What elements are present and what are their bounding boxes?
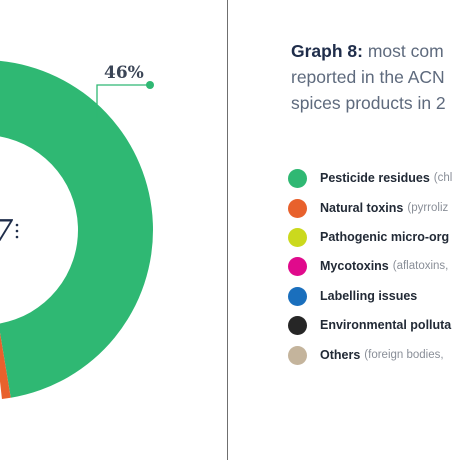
legend-item-natural-toxins: Natural toxins (pyrroliz — [288, 198, 448, 218]
legend-item-labelling-issues: Labelling issues — [288, 286, 421, 306]
title-line-3: spices products in 2 — [291, 93, 446, 113]
legend-label: Labelling issues — [320, 289, 418, 303]
center-value-label: 7 — [0, 214, 14, 249]
center-dotted-mark — [15, 223, 19, 239]
legend-label: Pathogenic micro-org — [320, 230, 450, 244]
legend-item-mycotoxins: Mycotoxins (aflatoxins, — [288, 256, 448, 276]
legend-item-environmental: Environmental polluta — [288, 315, 455, 335]
pesticide-percentage-label: 46% — [104, 63, 144, 83]
legend-label: Others — [320, 348, 361, 362]
legend-detail: (chl — [433, 172, 453, 184]
legend-label: Natural toxins — [320, 201, 404, 215]
title-line-1: Graph 8: most com — [291, 38, 460, 64]
magenta-circle-icon — [288, 256, 307, 276]
legend-item-pathogenic: Pathogenic micro-org — [288, 227, 453, 247]
percentage-leader-dot — [146, 81, 154, 89]
beige-circle-icon — [288, 345, 307, 365]
natural-toxins-slice — [0, 332, 11, 399]
legend-label: Mycotoxins — [320, 259, 389, 273]
title-line-2: reported in the ACN — [291, 67, 445, 87]
blue-circle-icon — [288, 286, 307, 306]
legend-label: Pesticide residues — [320, 171, 430, 185]
yellow-circle-icon — [288, 227, 307, 247]
legend-detail: (foreign bodies, — [364, 349, 444, 361]
orange-circle-icon — [288, 198, 307, 218]
title-lead: Graph 8: — [291, 41, 363, 61]
legend-item-others: Others (foreign bodies, — [288, 345, 444, 365]
pesticide-residues-slice — [0, 60, 153, 398]
legend-item-pesticide-residues: Pesticide residues (chl — [288, 168, 452, 188]
legend-detail: (pyrroliz — [407, 202, 449, 214]
legend-detail: (aflatoxins, — [392, 260, 449, 272]
green-circle-icon — [288, 168, 307, 188]
title-text-1: most com — [367, 41, 444, 61]
graph-title: Graph 8: most com reported in the ACN sp… — [291, 38, 460, 116]
vertical-divider — [227, 0, 228, 460]
legend-label: Environmental polluta — [320, 318, 452, 332]
black-circle-icon — [288, 315, 307, 335]
percentage-leader-line — [96, 84, 150, 118]
